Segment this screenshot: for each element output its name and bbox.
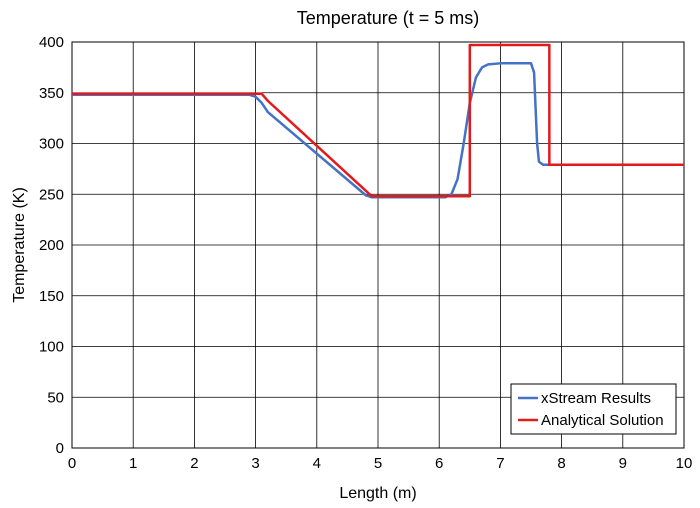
legend-entry-xstream: xStream Results	[541, 390, 651, 407]
xstream-results-line	[72, 62, 684, 199]
legend: xStream Results Analytical Solution	[510, 383, 677, 435]
y-tick-label: 100	[39, 339, 64, 356]
analytical-solution-line	[72, 43, 684, 198]
x-tick-label: 3	[251, 455, 259, 472]
x-tick-label: 2	[190, 455, 198, 472]
y-tick-label: 200	[39, 237, 64, 254]
x-tick-label: 5	[374, 455, 382, 472]
y-tick-label: 0	[56, 440, 64, 457]
x-tick-label: 0	[68, 455, 76, 472]
x-tick-label: 7	[496, 455, 504, 472]
y-tick-label: 350	[39, 85, 64, 102]
y-tick-label: 50	[47, 389, 64, 406]
x-axis-label: Length (m)	[339, 485, 416, 502]
y-tick-label: 150	[39, 288, 64, 305]
x-tick-label: 4	[313, 455, 321, 472]
y-tick-label: 400	[39, 34, 64, 51]
legend-entry-analytical: Analytical Solution	[541, 412, 664, 429]
series-lines	[72, 43, 684, 199]
x-tick-label: 6	[435, 455, 443, 472]
x-tick-label: 8	[557, 455, 565, 472]
plot-frame	[71, 41, 685, 449]
y-tick-label: 300	[39, 136, 64, 153]
y-tick-label: 250	[39, 186, 64, 203]
x-tick-label: 10	[676, 455, 693, 472]
legend-box	[510, 383, 677, 435]
chart-title: Temperature (t = 5 ms)	[297, 8, 480, 28]
y-axis-label: Temperature (K)	[11, 187, 28, 303]
x-tick-label: 1	[129, 455, 137, 472]
x-tick-label: 9	[619, 455, 627, 472]
